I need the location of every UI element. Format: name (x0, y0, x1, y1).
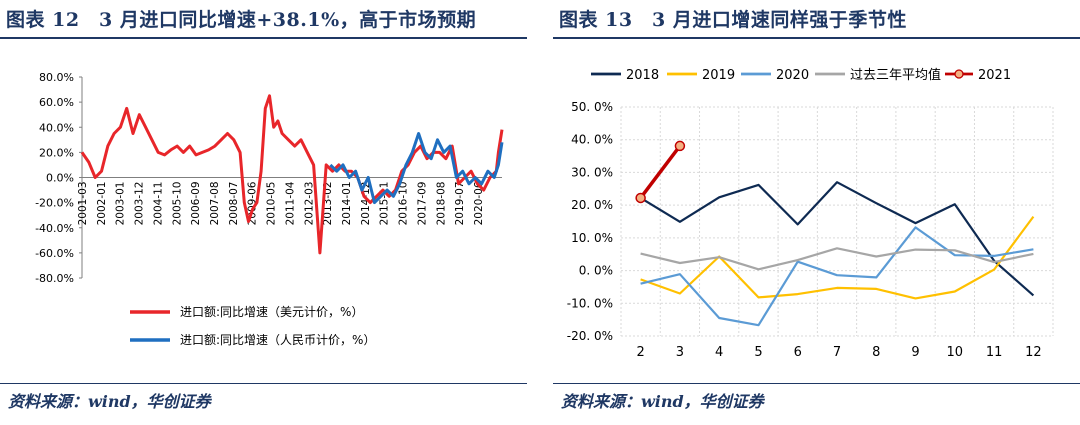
x-tick-label: 2001-03 (77, 182, 89, 226)
y-tick-label: 20. 0% (571, 198, 613, 212)
source-divider-right (553, 383, 1080, 384)
x-tick-label: 3 (676, 345, 684, 360)
source-divider-left (0, 383, 527, 384)
x-tick-label: 2002-01 (96, 182, 108, 226)
x-tick-label: 5 (754, 345, 762, 360)
import-growth-chart: 80.0% 60.0% 40.0% 20.0% 0.0% -20.0% -40.0% -60.… (35, 71, 504, 347)
y-tick-label: -80.0% (35, 272, 74, 285)
legend-label: 2018 (626, 68, 659, 83)
y-tick-label: 40. 0% (571, 133, 613, 147)
left-panel: 图表 12 3 月进口同比增速+38.1%，高于市场预期 80.0% 60.0% 4… (0, 0, 527, 425)
legend-label: 进口额:同比增速（美元计价，%） (180, 305, 363, 319)
x-tick-label: 12 (1025, 345, 1042, 360)
series-line-avg (640, 247, 1034, 271)
y-tick-label: 20.0% (39, 146, 74, 159)
y-tick-label: 50. 0% (571, 100, 613, 114)
y-tick-label: 80.0% (39, 71, 74, 84)
x-tick-label: 2004-11 (152, 182, 164, 226)
y-tick-label: -10. 0% (567, 296, 613, 310)
legend-label: 2020 (776, 68, 809, 83)
legend-label: 进口额:同比增速（人民币计价，%） (180, 333, 375, 347)
x-tick-label: 2018-08 (435, 182, 447, 226)
x-tick-label: 2006-09 (190, 182, 202, 226)
source-note-right: 资料来源：wind，华创证券 (561, 392, 764, 411)
x-tick-label: 11 (986, 345, 1003, 360)
x-tick-label: 2 (636, 345, 644, 360)
title-divider-left (0, 37, 527, 39)
legend-label: 2019 (702, 68, 735, 83)
x-tick-label: 2007-08 (209, 182, 221, 226)
x-tick-label: 2003-01 (115, 182, 127, 226)
y-tick-label: -20. 0% (567, 329, 613, 343)
x-tick-label: 10 (947, 345, 964, 360)
x-tick-label: 7 (833, 345, 841, 360)
series-line-2018 (640, 181, 1035, 297)
y-tick-label: 40.0% (39, 121, 74, 134)
x-tick-label: 2003-12 (134, 182, 146, 226)
title-divider-right (553, 37, 1080, 39)
x-tick-label: 2019-07 (454, 182, 466, 226)
x-tick-label: 2005-10 (171, 182, 183, 226)
y-tick-label: 10. 0% (571, 231, 613, 245)
seasonality-chart: 50. 0% 40. 0% 30. 0% 20. 0% 10. 0% 0. 0% -10. … (567, 67, 1054, 360)
x-tick-label: 2014-01 (341, 182, 353, 226)
legend-marker (954, 69, 964, 79)
x-tick-label: 2020-06 (473, 181, 485, 225)
series-point-2021 (674, 140, 686, 152)
series-point-2021 (635, 192, 646, 204)
x-tick-label: 2010-05 (266, 182, 278, 226)
y-tick-label: -40.0% (35, 222, 74, 235)
x-tick-label: 8 (872, 345, 880, 360)
series-line-2021 (639, 144, 682, 199)
series-line-rmb (329, 132, 504, 205)
series-line-2020 (640, 226, 1034, 327)
x-tick-label: 6 (794, 345, 802, 360)
y-tick-label: 60.0% (39, 96, 74, 109)
x-tick-label: 2012-03 (303, 182, 315, 226)
x-tick-label: 2011-04 (284, 181, 296, 225)
legend-label: 2021 (978, 68, 1011, 83)
x-tick-label: 9 (911, 345, 919, 360)
y-tick-label: 0.0% (46, 172, 74, 185)
chart-title-right: 图表 13 3 月进口增速同样强于季节性 (559, 9, 907, 31)
y-tick-label: -20.0% (35, 197, 74, 210)
y-tick-label: 0. 0% (579, 264, 613, 278)
y-tick-label: 30. 0% (571, 165, 613, 179)
x-tick-label: 2017-09 (416, 182, 428, 226)
x-tick-label: 2008-07 (228, 182, 240, 226)
x-tick-label: 2016-10 (398, 182, 410, 226)
x-tick-label: 4 (715, 345, 723, 360)
series-line-2019 (640, 215, 1035, 300)
right-panel: 图表 13 3 月进口增速同样强于季节性 50. 0% 40. 0% 30. 0% 2… (553, 0, 1080, 425)
chart-title-left: 图表 12 3 月进口同比增速+38.1%，高于市场预期 (6, 9, 477, 31)
legend-label: 过去三年平均值 (850, 67, 941, 83)
x-tick-label: 2015-11 (379, 182, 391, 226)
series-line-usd (80, 94, 504, 255)
source-note-left: 资料来源：wind，华创证券 (8, 392, 211, 411)
y-tick-label: -60.0% (35, 247, 74, 260)
